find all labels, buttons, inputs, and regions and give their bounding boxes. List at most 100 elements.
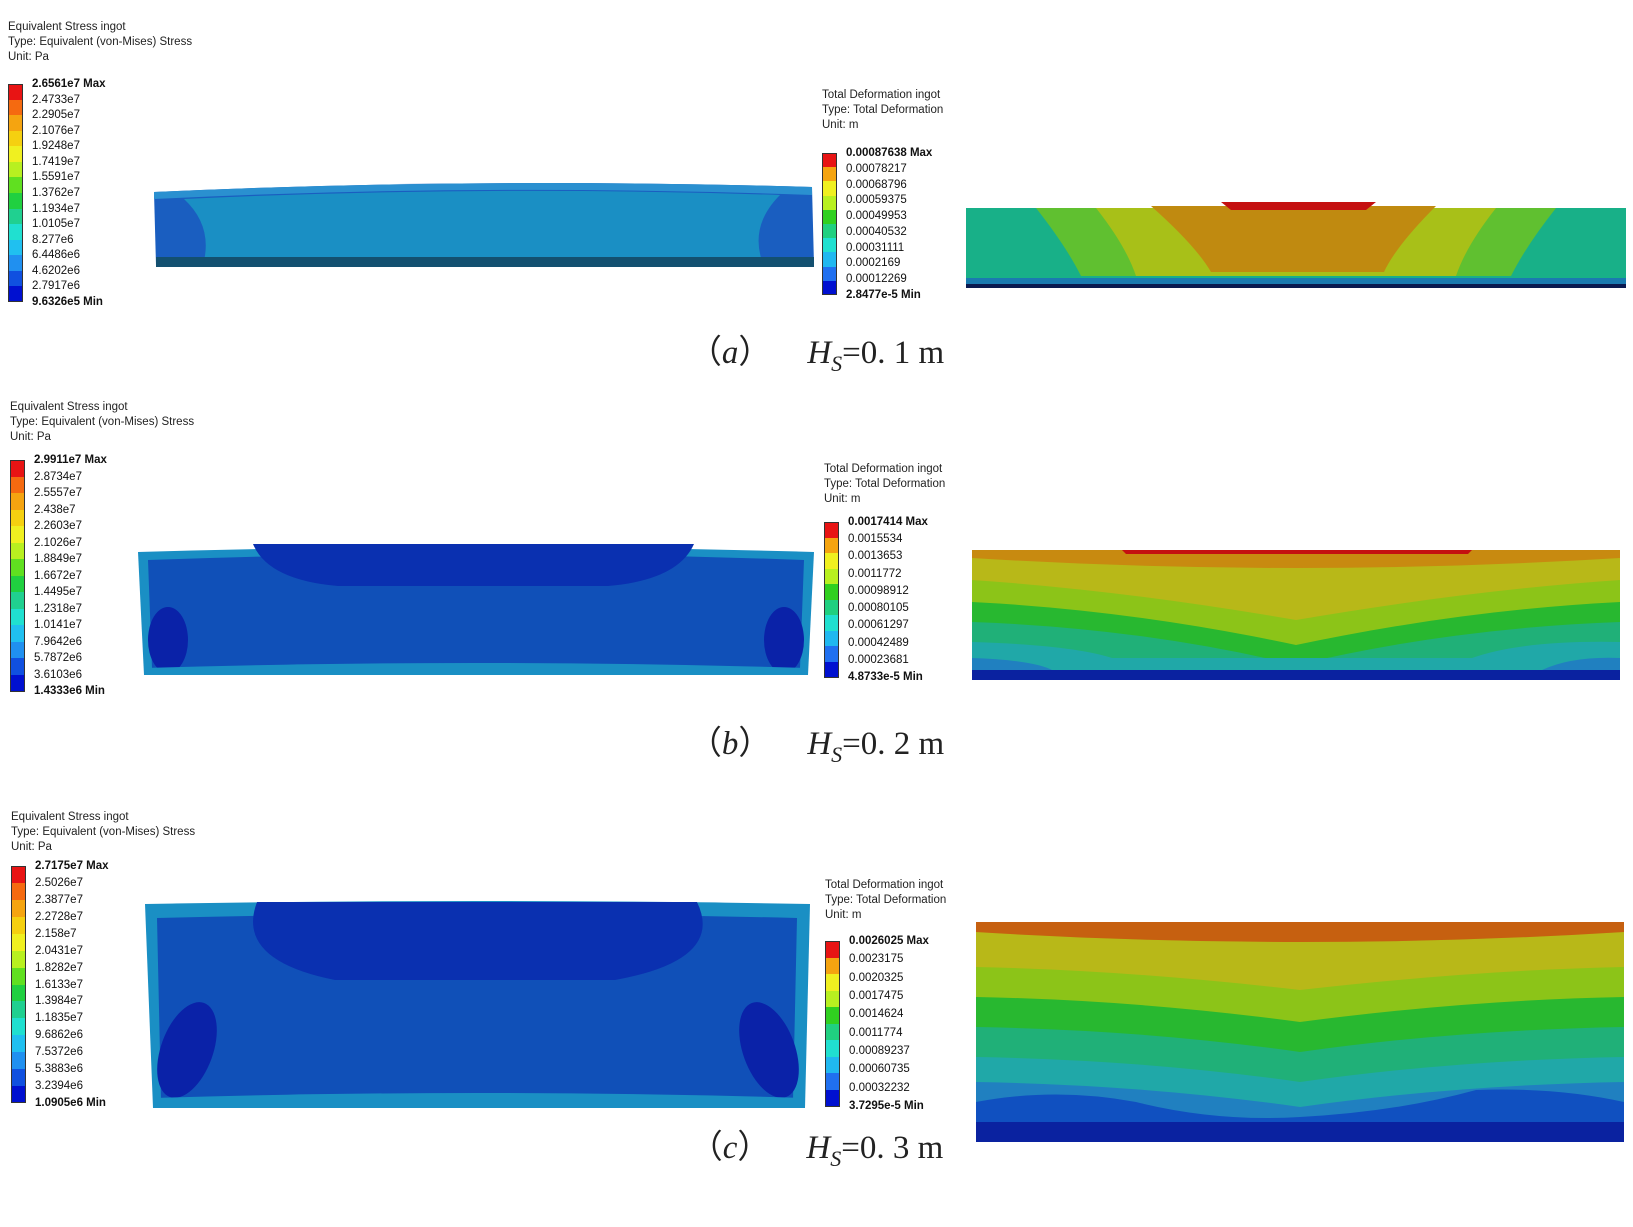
stress-region-top-oval-c [253,902,703,980]
stress-region-right-oval-b [764,607,804,673]
deformation-swatch-b-6 [824,615,839,631]
deformation-scale-label-c-3: 0.0017475 [849,990,904,1002]
caption-open-paren-c: （ [689,1130,723,1166]
stress-region-bottom-band-c [153,1093,805,1108]
stress-type-a: Type: Equivalent (von-Mises) Stress [8,36,193,48]
stress-swatch-b-0 [10,460,25,477]
stress-swatch-b-7 [10,575,25,593]
deformation-swatch-c-5 [825,1023,840,1041]
stress-scale-label-a-3: 2.1076e7 [32,124,80,137]
stress-scale-label-c-2: 2.3877e7 [35,893,83,906]
deformation-scale-label-a-8: 0.00012269 [846,273,907,286]
deformation-swatch-c-3 [825,990,840,1008]
deformation-swatch-c-6 [825,1040,840,1057]
stress-legend-header-c: Equivalent Stress ingot Type: Equivalent… [11,810,271,855]
deformation-swatch-b-0 [824,522,839,538]
deformation-swatch-a-9 [822,280,837,296]
stress-swatch-c-1 [11,882,26,901]
stress-swatch-b-1 [10,476,25,494]
deformation-swatch-b-3 [824,568,839,585]
deformation-scale-label-c-4: 0.0014624 [849,1008,904,1021]
stress-scale-label-a-4: 1.9248e7 [32,140,80,153]
stress-scale-label-c-11: 7.5372e6 [35,1046,83,1059]
stress-swatch-c-4 [11,933,26,952]
stress-swatch-c-6 [11,967,26,985]
stress-scale-label-b-13: 3.6103e6 [34,668,82,681]
deformation-swatch-c-7 [825,1056,840,1074]
stress-swatch-b-13 [10,674,25,692]
deformation-scale-label-b-8: 0.00023681 [848,653,909,666]
deformation-region-bottom-a [966,278,1626,288]
stress-unit-c: Unit: Pa [11,841,52,853]
deformation-unit-c: Unit: m [825,909,862,921]
deformation-unit-a: Unit: m [822,119,859,131]
stress-scale-label-a-7: 1.3762e7 [32,187,80,199]
deformation-legend-header-c: Total Deformation ingot Type: Total Defo… [825,878,1085,923]
deformation-scale-label-b-9: 4.8733e-5 Min [848,671,923,683]
stress-scale-label-c-0: 2.7175e7 Max [35,860,109,872]
deformation-swatch-b-1 [824,537,839,554]
stress-scale-label-c-8: 1.3984e7 [35,995,83,1008]
stress-scale-label-c-1: 2.5026e7 [35,876,83,889]
stress-title-a: Equivalent Stress ingot [8,21,126,33]
deformation-region-bottom-c [976,1122,1624,1142]
stress-swatch-a-11 [8,255,23,272]
caption-value-a: =0. 1 m [842,335,945,371]
stress-scale-label-c-12: 5.3883e6 [35,1063,83,1076]
stress-swatch-b-6 [10,559,25,576]
deformation-swatch-b-8 [824,646,839,662]
deformation-title-a: Total Deformation ingot [822,89,941,101]
deformation-region-base-edge-a [966,284,1626,288]
stress-scale-label-a-2: 2.2905e7 [32,109,80,122]
stress-swatch-a-0 [8,84,23,101]
deformation-swatch-c-4 [825,1007,840,1024]
deformation-swatch-a-4 [822,209,837,225]
stress-legend-header-a: Equivalent Stress ingot Type: Equivalent… [8,20,268,65]
stress-scale-label-a-5: 1.7419e7 [32,155,80,168]
stress-title-c: Equivalent Stress ingot [11,811,129,823]
stress-scale-label-b-3: 2.438e7 [34,503,76,516]
stress-swatch-c-5 [11,950,26,969]
deformation-scale-label-b-0: 0.0017414 Max [848,516,928,528]
deformation-region-top-edge-c [976,922,1624,942]
stress-scale-label-b-6: 1.8849e7 [34,553,82,565]
stress-scale-label-a-14: 9.6326e5 Min [32,296,103,308]
deformation-scale-label-c-8: 0.00032232 [849,1081,910,1094]
stress-swatch-c-13 [11,1086,26,1104]
stress-swatch-a-10 [8,239,23,256]
stress-scale-label-b-5: 2.1026e7 [34,536,82,549]
stress-unit-a: Unit: Pa [8,51,49,63]
stress-swatch-c-2 [11,899,26,918]
deformation-swatch-b-5 [824,599,839,616]
deformation-scale-label-b-2: 0.0013653 [848,550,903,563]
stress-legend-header-b: Equivalent Stress ingot Type: Equivalent… [10,400,270,445]
deformation-scale-label-b-5: 0.00080105 [848,602,909,615]
deformation-scale-label-c-6: 0.00089237 [849,1045,910,1057]
stress-swatch-b-5 [10,542,25,560]
deformation-scale-label-c-7: 0.00060735 [849,1063,910,1076]
deformation-scale-label-a-3: 0.00059375 [846,194,907,207]
stress-region-top-band-a [154,183,812,199]
stress-swatch-a-7 [8,193,23,210]
stress-scale-label-b-1: 2.8734e7 [34,470,82,483]
deformation-swatch-c-2 [825,974,840,991]
stress-region-top-oval-b [253,544,694,586]
deformation-contour-a [966,202,1626,288]
stress-swatch-c-0 [11,866,26,884]
caption-h-c: H [806,1130,831,1166]
stress-swatch-a-6 [8,177,23,194]
stress-scale-label-b-8: 1.4495e7 [34,586,82,598]
deformation-swatch-a-8 [822,266,837,282]
deformation-scale-label-c-1: 0.0023175 [849,953,904,966]
stress-swatch-a-9 [8,224,23,241]
deformation-swatch-a-3 [822,195,837,211]
deformation-scale-label-c-2: 0.0020325 [849,971,904,984]
caption-close-paren-c: ） [737,1130,771,1166]
stress-scale-label-b-4: 2.2603e7 [34,520,82,532]
deformation-contour-c [976,922,1624,1142]
deformation-scale-label-c-9: 3.7295e-5 Min [849,1100,924,1112]
caption-b: （b） HS=0. 2 m [0,716,1633,768]
caption-value-b: =0. 2 m [842,726,945,762]
stress-swatch-c-8 [11,1001,26,1019]
deformation-scale-label-a-4: 0.00049953 [846,210,907,223]
